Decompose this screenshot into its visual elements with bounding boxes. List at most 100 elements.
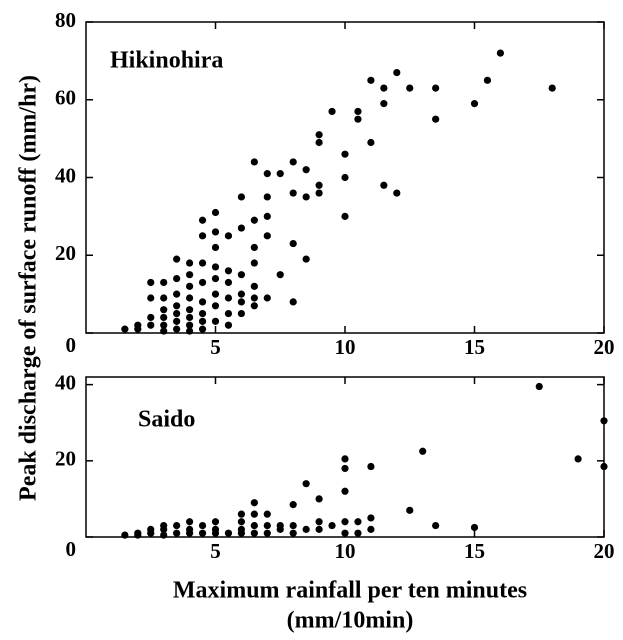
point: [263, 193, 271, 201]
point: [134, 529, 142, 537]
y-tick-label: 20: [55, 241, 76, 265]
point: [147, 525, 155, 533]
point: [121, 531, 129, 539]
point: [237, 271, 245, 279]
point: [367, 76, 375, 84]
point: [250, 294, 258, 302]
point: [276, 170, 284, 178]
point: [600, 417, 608, 425]
point: [211, 518, 220, 526]
point: [147, 321, 155, 329]
point: [263, 170, 271, 178]
point: [160, 313, 168, 322]
point: [354, 107, 362, 116]
point: [548, 84, 556, 92]
point: [160, 278, 168, 287]
point: [224, 278, 233, 287]
point: [173, 255, 181, 263]
point: [263, 521, 271, 530]
point: [289, 239, 297, 248]
point: [186, 525, 194, 533]
point: [237, 298, 245, 306]
point: [224, 529, 233, 537]
point: [173, 309, 181, 318]
point: [315, 131, 323, 139]
panel-title: Hikinohira: [110, 48, 223, 74]
point: [198, 259, 207, 267]
point: [160, 531, 168, 539]
y-tick-label: 40: [55, 370, 76, 394]
point: [302, 166, 310, 174]
point: [341, 487, 349, 495]
x-tick-label: 20: [594, 335, 615, 359]
x-tick-label: 10: [335, 539, 356, 563]
point: [186, 321, 194, 329]
point: [147, 313, 155, 322]
point: [198, 298, 207, 306]
point: [224, 294, 233, 302]
point: [393, 189, 401, 197]
point: [224, 232, 233, 240]
x-axis-label: Maximum rainfall per ten minutes: [173, 578, 527, 604]
point: [186, 327, 194, 335]
point: [237, 309, 245, 318]
y-tick-label: 80: [55, 8, 76, 32]
y-tick-label: 60: [55, 86, 76, 110]
point: [315, 495, 323, 503]
point: [237, 193, 245, 201]
point: [574, 455, 582, 463]
point: [263, 510, 271, 518]
point: [483, 76, 492, 84]
point: [380, 181, 388, 189]
point: [600, 462, 608, 471]
point: [250, 499, 258, 507]
point: [315, 518, 323, 526]
x-tick-label: 10: [335, 335, 356, 359]
point: [198, 278, 207, 287]
point: [173, 274, 181, 283]
point: [496, 49, 504, 57]
point: [224, 309, 233, 318]
point: [315, 525, 323, 533]
point: [315, 189, 323, 197]
point: [406, 84, 414, 92]
point: [224, 267, 233, 275]
point: [341, 518, 349, 526]
point: [341, 150, 349, 158]
point: [211, 263, 220, 271]
point: [354, 518, 362, 526]
point: [535, 382, 543, 391]
point: [186, 271, 194, 279]
point: [419, 447, 427, 455]
point: [341, 173, 349, 182]
point: [315, 181, 323, 189]
point: [147, 278, 155, 287]
point: [186, 259, 194, 267]
point: [186, 313, 194, 322]
point: [432, 521, 440, 530]
point: [198, 317, 207, 325]
point: [173, 290, 181, 298]
point: [250, 243, 258, 252]
point: [276, 271, 284, 279]
y-axis-label: Peak discharge of surface runoff (mm/hr): [16, 75, 42, 501]
point: [237, 224, 245, 232]
point: [250, 521, 258, 530]
point: [186, 294, 194, 302]
point: [406, 506, 414, 514]
point: [160, 306, 168, 314]
point: [302, 193, 310, 201]
point: [198, 325, 207, 333]
point: [198, 216, 207, 224]
point: [173, 325, 181, 333]
point: [263, 232, 271, 240]
point: [250, 216, 258, 224]
x-tick-label: 15: [464, 539, 485, 563]
y-tick-label: 0: [66, 537, 77, 561]
point: [470, 523, 479, 532]
point: [250, 282, 258, 290]
point: [315, 138, 323, 147]
point: [393, 68, 401, 77]
point: [276, 521, 284, 530]
